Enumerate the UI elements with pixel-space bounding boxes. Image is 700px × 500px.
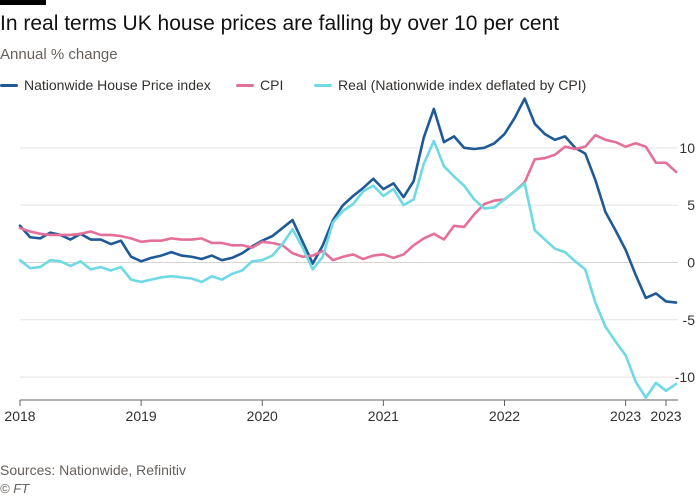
x-tick-label: 2018 [4,408,35,424]
brand-bar [0,0,46,5]
y-tick-label: 10 [679,140,695,156]
legend-item-nationwide: Nationwide House Price index [0,77,211,93]
series-line-cpi [18,133,678,262]
series-line-nationwide [18,97,678,304]
x-tick-label: 2019 [126,408,157,424]
legend-label-cpi: CPI [260,77,284,93]
legend-swatch-real [314,83,332,87]
chart-title: In real terms UK house prices are fallin… [0,12,560,35]
legend-item-real: Real (Nationwide index deflated by CPI) [314,77,586,93]
legend-label-nationwide: Nationwide House Price index [24,77,211,93]
x-tick-label: 2022 [489,408,520,424]
legend-swatch-cpi [236,83,254,87]
x-tick-label: 2023 [610,408,641,424]
legend-swatch-nationwide [0,83,18,87]
y-tick-label: -10 [675,369,695,385]
legend-item-cpi: CPI [236,77,283,93]
x-tick-label: 2020 [247,408,278,424]
x-tick-label: 2021 [368,408,399,424]
x-tick-label: 2023 [650,408,681,424]
legend: Nationwide House Price index CPI Real (N… [0,77,700,97]
y-tick-label: -5 [683,312,696,328]
y-tick-label: 0 [687,254,695,270]
series-line-real [18,139,678,400]
y-tick-label: 5 [687,197,695,213]
line-chart: 10 5 0 -5 -10 2018 2019 2020 2021 2022 2023 2023 [4,97,696,424]
chart-subtitle: Annual % change [0,46,118,63]
source-note: Sources: Nationwide, Refinitiv [0,462,186,478]
credit-note: © FT [0,481,30,496]
legend-label-real: Real (Nationwide index deflated by CPI) [338,77,587,93]
